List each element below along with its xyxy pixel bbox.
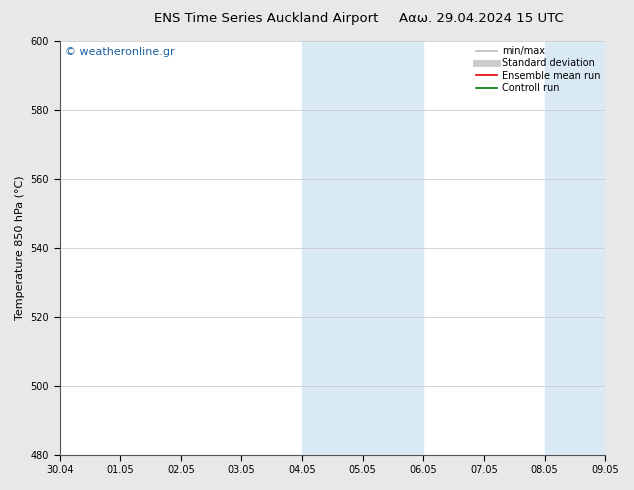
Y-axis label: Temperature 850 hPa (°C): Temperature 850 hPa (°C) (15, 175, 25, 320)
Legend: min/max, Standard deviation, Ensemble mean run, Controll run: min/max, Standard deviation, Ensemble me… (474, 44, 602, 95)
Text: ENS Time Series Auckland Airport: ENS Time Series Auckland Airport (154, 12, 378, 25)
Bar (545, 41, 605, 455)
Bar (302, 41, 424, 455)
Text: © weatheronline.gr: © weatheronline.gr (65, 47, 175, 57)
Text: Ααω. 29.04.2024 15 UTC: Ααω. 29.04.2024 15 UTC (399, 12, 564, 25)
